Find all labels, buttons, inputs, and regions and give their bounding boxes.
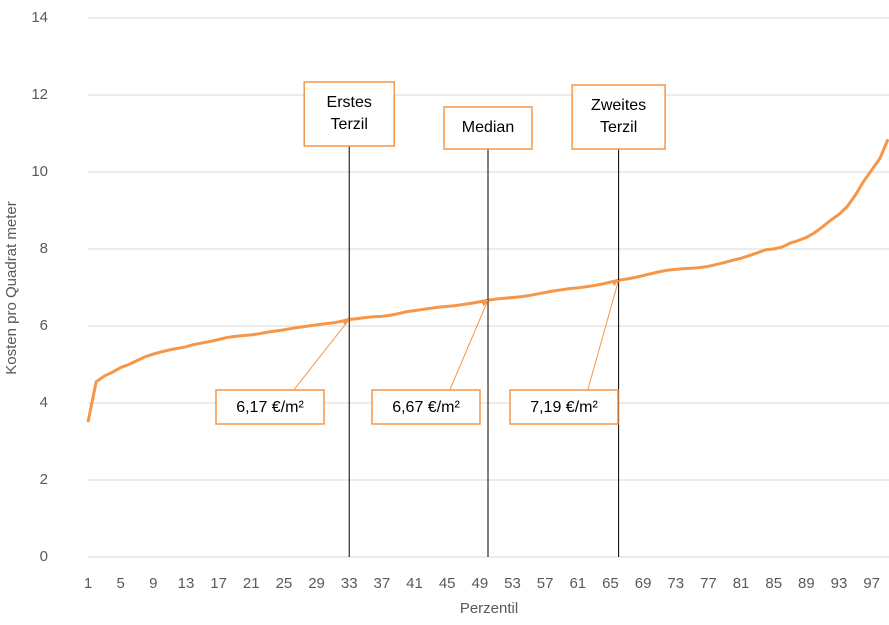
x-tick-label: 69 bbox=[635, 575, 652, 592]
callout-label: 6,17 €/m² bbox=[236, 399, 304, 416]
marker-label: Terzil bbox=[331, 116, 368, 133]
y-axis-label: Kosten pro Quadrat meter bbox=[3, 201, 20, 374]
x-tick-label: 73 bbox=[667, 575, 684, 592]
y-tick-label: 6 bbox=[40, 317, 48, 334]
x-tick-label: 45 bbox=[439, 575, 456, 592]
x-tick-label: 29 bbox=[308, 575, 325, 592]
y-tick-label: 2 bbox=[40, 471, 48, 488]
marker-box-frame bbox=[443, 106, 533, 150]
callout-box: 6,67 €/m² bbox=[371, 389, 481, 425]
x-axis-label: Perzentil bbox=[460, 600, 518, 617]
callout-arrowhead bbox=[611, 280, 619, 287]
x-tick-label: 17 bbox=[210, 575, 227, 592]
x-tick-label: 41 bbox=[406, 575, 423, 592]
x-tick-label: 89 bbox=[798, 575, 815, 592]
callout-arrow bbox=[293, 319, 350, 391]
x-tick-label: 97 bbox=[863, 575, 880, 592]
marker-box-frame bbox=[571, 84, 666, 150]
marker-label: Erstes bbox=[327, 94, 372, 111]
callout-box: 6,17 €/m² bbox=[215, 389, 325, 425]
y-tick-label: 10 bbox=[31, 163, 48, 180]
x-tick-label: 25 bbox=[276, 575, 293, 592]
marker-label: Terzil bbox=[600, 119, 637, 136]
x-tick-label: 9 bbox=[149, 575, 157, 592]
x-tick-label: 77 bbox=[700, 575, 717, 592]
x-tick-label: 1 bbox=[84, 575, 92, 592]
marker-box: Zweites Terzil bbox=[571, 84, 666, 150]
x-tick-label: 57 bbox=[537, 575, 554, 592]
x-tick-label: 61 bbox=[569, 575, 586, 592]
x-tick-label: 21 bbox=[243, 575, 260, 592]
callout-arrowhead bbox=[342, 319, 350, 326]
x-tick-label: 5 bbox=[116, 575, 124, 592]
x-tick-label: 81 bbox=[733, 575, 750, 592]
callout-frame bbox=[215, 389, 325, 425]
callout-box: 7,19 €/m² bbox=[509, 389, 619, 425]
marker-label: Median bbox=[462, 119, 514, 136]
y-tick-label: 14 bbox=[31, 9, 48, 26]
x-tick-label: 33 bbox=[341, 575, 358, 592]
x-tick-label: 53 bbox=[504, 575, 521, 592]
x-tick-label: 93 bbox=[831, 575, 848, 592]
marker-box: Median bbox=[443, 106, 533, 150]
x-tick-label: 49 bbox=[471, 575, 488, 592]
y-tick-label: 12 bbox=[31, 86, 48, 103]
x-tick-label: 13 bbox=[178, 575, 195, 592]
y-tick-label: 8 bbox=[40, 240, 48, 257]
marker-box: Erstes Terzil bbox=[303, 81, 395, 147]
callout-frame bbox=[371, 389, 481, 425]
y-tick-label: 0 bbox=[40, 548, 48, 565]
x-tick-label: 37 bbox=[374, 575, 391, 592]
callout-label: 6,67 €/m² bbox=[392, 399, 460, 416]
callout-label: 7,19 €/m² bbox=[530, 399, 598, 416]
y-tick-label: 4 bbox=[40, 394, 48, 411]
marker-box-frame bbox=[303, 81, 395, 147]
callout-arrow bbox=[449, 300, 489, 391]
callout-arrow bbox=[587, 280, 620, 391]
callout-frame bbox=[509, 389, 619, 425]
marker-label: Zweites bbox=[591, 97, 646, 114]
x-tick-label: 85 bbox=[765, 575, 782, 592]
x-tick-label: 65 bbox=[602, 575, 619, 592]
callout-arrowhead bbox=[481, 300, 488, 307]
